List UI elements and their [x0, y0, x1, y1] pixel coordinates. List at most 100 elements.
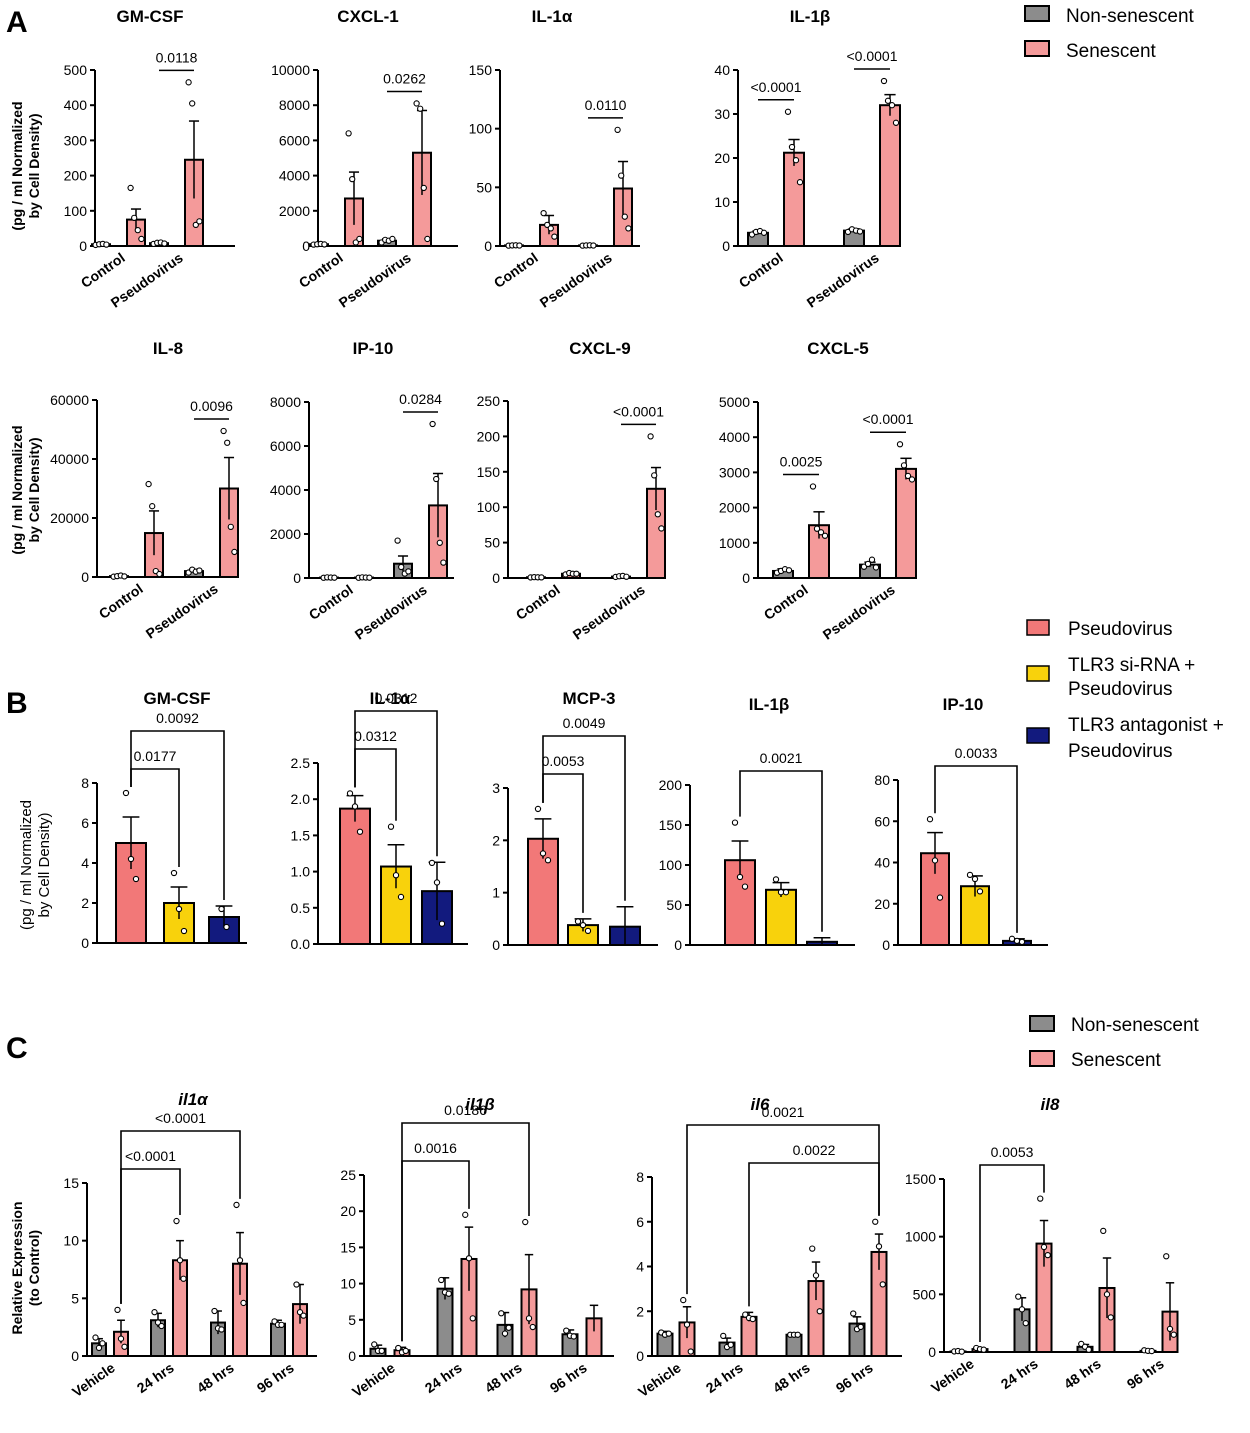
y-tick-label-1-1: 2000: [279, 203, 310, 219]
y-tick-label-6-5: 250: [477, 393, 501, 409]
y-tick-label-7-0: 0: [742, 570, 750, 586]
data-point-3-1-1-3: [892, 119, 900, 126]
y-axis-label-a2-line1: (pg / ml Normalized: [9, 425, 25, 554]
y-tick-label-9-2: 1.0: [291, 864, 311, 880]
x-tick-label-2-1: Pseudovirus: [537, 249, 615, 310]
data-point-14-1-0-0: [438, 1276, 445, 1284]
comparison-bracket-16-0: [979, 1164, 1045, 1342]
comparison-bracket-8-1: [130, 730, 225, 900]
data-point-16-2-1-1: [1103, 1291, 1111, 1298]
legend-c-label-nonsenescent: Non-senescent: [1071, 1015, 1200, 1036]
y-tick-label-14-0: 0: [348, 1348, 356, 1364]
data-point-16-3-1-0: [1163, 1253, 1170, 1260]
data-point-15-0-1-2: [687, 1348, 694, 1355]
data-point-14-2-1-1: [525, 1315, 533, 1322]
x-tick-label-1-1: Pseudovirus: [336, 249, 414, 310]
y-tick-label-14-3: 15: [340, 1239, 356, 1255]
chart-title-14: il1β: [465, 1095, 494, 1114]
data-point-0-0-1-1: [131, 214, 138, 221]
chart-title-3: IL-1β: [790, 7, 831, 26]
data-point-15-2-1-2: [816, 1308, 823, 1315]
data-point-8-2-1: [223, 923, 230, 931]
data-point-7-1-1-0: [896, 441, 904, 448]
y-tick-label-15-2: 4: [636, 1259, 644, 1275]
legend-c-swatch-nonsenescent: [1029, 1015, 1055, 1032]
x-tick-label-2-0: Control: [491, 249, 541, 291]
data-point-10-0-1: [539, 850, 547, 857]
comparison-bracket-12-0: [934, 765, 1018, 933]
y-tick-label-5-3: 6000: [270, 438, 301, 454]
y-tick-label-0-5: 500: [64, 62, 88, 78]
chart-title-15: il6: [751, 1095, 770, 1114]
y-tick-label-5-1: 2000: [270, 526, 301, 542]
x-tick-label-16-1: 24 hrs: [998, 1355, 1041, 1392]
bar-9-0: [339, 807, 371, 945]
comparison-label-0-0: 0.0118: [156, 49, 198, 65]
data-point-15-2-1-0: [809, 1245, 816, 1252]
data-point-14-2-0-2: [505, 1324, 512, 1331]
x-tick-label-4-1: Pseudovirus: [143, 580, 221, 641]
data-point-7-1-1-1: [900, 462, 908, 469]
data-point-12-0-0: [926, 816, 934, 823]
bar-13-3-0: [270, 1322, 286, 1357]
data-point-14-1-1-2: [469, 1315, 476, 1322]
y-axis-label-c: Relative Expression (to Control): [9, 1201, 42, 1334]
chart-title-10: MCP-3: [563, 689, 616, 708]
x-tick-label-16-2: 48 hrs: [1061, 1355, 1104, 1392]
y-tick-label-10-2: 2: [492, 832, 500, 848]
y-tick-label-10-3: 3: [492, 780, 500, 796]
data-point-14-2-1-0: [522, 1218, 529, 1226]
data-point-14-1-0-2: [445, 1290, 452, 1297]
data-point-11-0-0: [731, 819, 739, 826]
data-point-0-0-0-3: [103, 241, 110, 248]
x-tick-label-14-2: 48 hrs: [482, 1359, 525, 1396]
data-point-9-1-2: [397, 893, 405, 901]
y-tick-label-1-5: 10000: [271, 62, 310, 78]
data-point-5-1-1-3: [440, 559, 447, 566]
data-point-0-1-1-3: [196, 218, 203, 225]
comparison-bracket-14-0: [401, 1160, 470, 1342]
data-point-10-1-2: [584, 927, 592, 935]
data-point-4-1-1-2: [227, 523, 234, 530]
data-point-13-0-0-2: [99, 1340, 106, 1347]
comparison-label-16-0: 0.0053: [991, 1144, 1034, 1160]
y-tick-label-15-3: 6: [636, 1214, 644, 1230]
y-tick-label-8-3: 6: [81, 815, 89, 831]
legend-b-swatch-pseudovirus: [1026, 619, 1050, 636]
data-point-9-1-0: [387, 823, 395, 830]
data-point-14-2-0-1: [501, 1330, 509, 1337]
x-tick-label-4-0: Control: [96, 580, 146, 622]
data-point-15-2-0-2: [794, 1331, 801, 1338]
bar-15-2-0: [785, 1333, 803, 1358]
y-tick-label-16-3: 1500: [905, 1171, 936, 1187]
data-point-9-0-1: [351, 803, 359, 810]
charts: GM-CSF0100200300400500ControlPseudovirus…: [50, 7, 1179, 1400]
chart-title-2: IL-1α: [532, 7, 573, 26]
y-tick-label-2-1: 50: [476, 179, 492, 195]
data-point-15-0-0-2: [665, 1330, 672, 1337]
x-tick-label-0-0: Control: [78, 249, 128, 291]
x-tick-label-3-0: Control: [736, 249, 786, 291]
y-axis-label-b-line1: (pg / ml Normalized: [18, 800, 35, 930]
data-point-12-2-1: [1013, 937, 1021, 945]
data-point-8-0-0: [122, 789, 130, 797]
data-point-11-0-1: [736, 873, 744, 881]
chart-10: MCP-3 0 1 2 3 0.0053 0.0049: [492, 689, 658, 953]
data-point-16-3-1-2: [1170, 1331, 1177, 1338]
data-point-3-1-1-2: [888, 102, 896, 109]
data-point-14-2-1-2: [529, 1323, 536, 1331]
legend-b-label-tlr3-sirna-line2: Pseudovirus: [1068, 679, 1173, 700]
y-tick-label-1-2: 4000: [279, 168, 310, 184]
chart-9: IL-1α 0.0 0.5 1.0 1.5 2.0 2.5 0.0312 0.0312: [291, 689, 468, 952]
y-tick-label-6-3: 150: [477, 464, 501, 480]
data-point-12-1-1: [971, 875, 979, 883]
data-point-13-3-0-2: [278, 1321, 285, 1329]
y-tick-label-7-3: 3000: [719, 464, 750, 480]
data-point-3-0-1-0: [784, 108, 792, 115]
data-point-16-2-1-0: [1100, 1227, 1107, 1235]
chart-16: il8 0 500 1000 1500 Vehicle 24 hrs 48 hrs 96 hrs…: [905, 1095, 1179, 1396]
data-point-13-0-1-2: [121, 1343, 128, 1350]
data-point-16-3-1-1: [1166, 1325, 1174, 1333]
data-point-13-0-0-0: [92, 1334, 99, 1341]
legend-b-swatch-tlr3-sirna: [1026, 665, 1050, 682]
